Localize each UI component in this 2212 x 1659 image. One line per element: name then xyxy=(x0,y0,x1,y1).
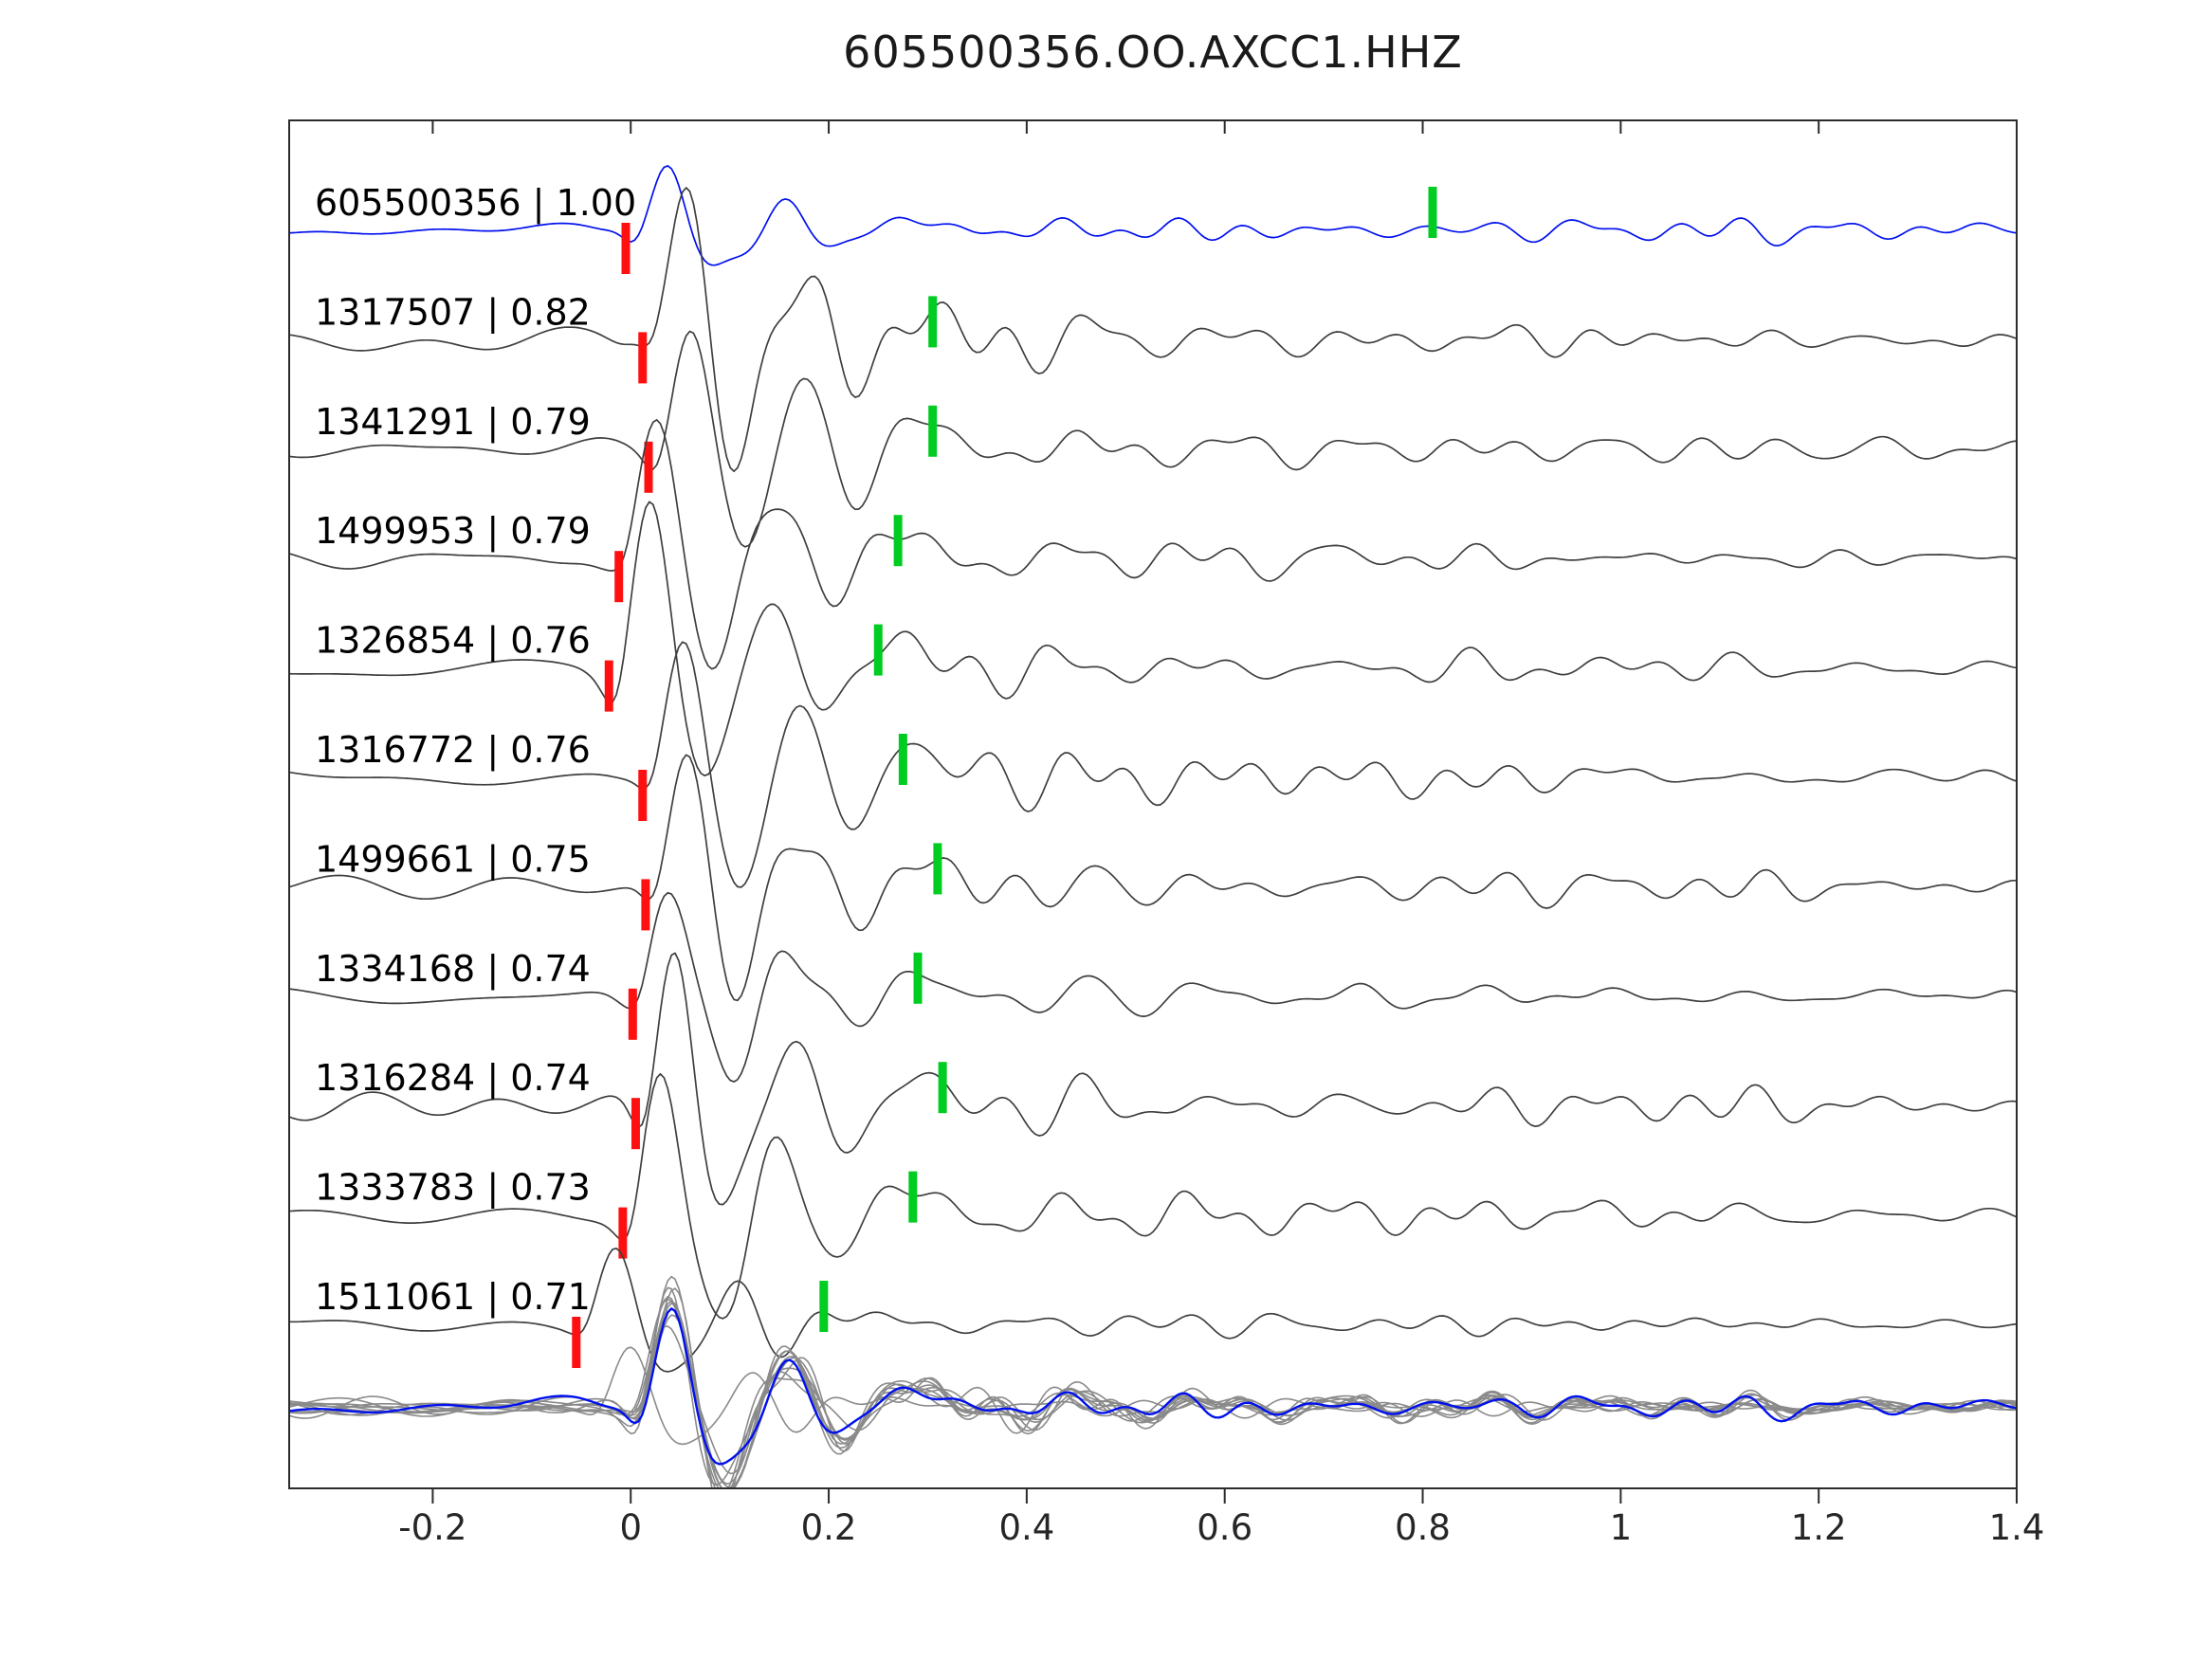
trace-label: 1317507 | 0.82 xyxy=(315,291,591,334)
red-pick-marker xyxy=(572,1317,581,1368)
x-axis-tick-label: 1.2 xyxy=(1791,1507,1847,1548)
red-pick-marker xyxy=(641,879,650,931)
trace-label: 1341291 | 0.79 xyxy=(315,401,591,444)
green-pick-marker xyxy=(1428,187,1437,238)
trace-label: 1333783 | 0.73 xyxy=(315,1167,591,1210)
green-pick-marker xyxy=(893,515,903,567)
green-pick-marker xyxy=(928,296,938,348)
chart-title: 605500356.OO.AXCC1.HHZ xyxy=(843,27,1463,78)
plot-border xyxy=(288,119,2018,1489)
red-pick-marker xyxy=(604,660,613,712)
match-waveform xyxy=(290,952,2016,1206)
trace-label: 605500356 | 1.00 xyxy=(315,182,636,225)
match-waveform xyxy=(290,1072,2016,1320)
trace-label: 1499953 | 0.79 xyxy=(315,510,591,553)
red-pick-marker xyxy=(631,1098,640,1150)
trace-label: 1334168 | 0.74 xyxy=(315,948,591,991)
red-pick-marker xyxy=(644,441,653,493)
x-axis-tick-label: 0.2 xyxy=(801,1507,857,1548)
x-axis-tick-label: 0.4 xyxy=(998,1507,1054,1548)
overlay-waveform xyxy=(290,1287,2016,1487)
trace-label: 1511061 | 0.71 xyxy=(315,1276,591,1319)
x-axis-tick-label: 0.8 xyxy=(1395,1507,1451,1548)
trace-label: 1316772 | 0.76 xyxy=(315,729,591,772)
green-pick-marker xyxy=(933,843,942,895)
trace-label: 1499661 | 0.75 xyxy=(315,838,591,881)
trace-label: 1316284 | 0.74 xyxy=(315,1057,591,1100)
match-waveform xyxy=(290,891,2016,1083)
red-pick-marker xyxy=(621,223,631,274)
red-pick-marker xyxy=(638,332,648,384)
match-waveform xyxy=(290,187,2016,473)
red-pick-marker xyxy=(618,1207,628,1259)
x-axis-tick-label: 1.4 xyxy=(1989,1507,2045,1548)
overlay-waveform xyxy=(290,1296,2016,1487)
trace-label: 1326854 | 0.76 xyxy=(315,620,591,663)
reference-waveform xyxy=(290,165,2016,266)
x-axis-tick-label: 0.6 xyxy=(1197,1507,1252,1548)
match-waveform xyxy=(290,330,2016,548)
green-pick-marker xyxy=(873,624,883,676)
green-pick-marker xyxy=(928,405,938,457)
green-pick-marker xyxy=(913,952,923,1004)
match-waveform xyxy=(290,501,2016,777)
x-axis-tick-label: 0 xyxy=(619,1507,642,1548)
red-pick-marker xyxy=(638,770,648,821)
red-pick-marker xyxy=(614,551,624,603)
plot-area: 605500356 | 1.00 1317507 | 0.82 1341291 | … xyxy=(290,165,2016,1487)
green-pick-marker xyxy=(938,1062,947,1114)
x-axis-tick-label: 1 xyxy=(1610,1507,1633,1548)
red-pick-marker xyxy=(628,988,637,1040)
green-pick-marker xyxy=(908,1171,918,1223)
match-waveform xyxy=(290,754,2016,1002)
overlay-reference-waveform xyxy=(290,1307,2016,1466)
match-waveform xyxy=(290,641,2016,888)
green-pick-marker xyxy=(819,1281,829,1332)
green-pick-marker xyxy=(898,734,907,785)
match-waveform xyxy=(290,419,2016,670)
x-axis-tick-label: -0.2 xyxy=(398,1507,466,1548)
